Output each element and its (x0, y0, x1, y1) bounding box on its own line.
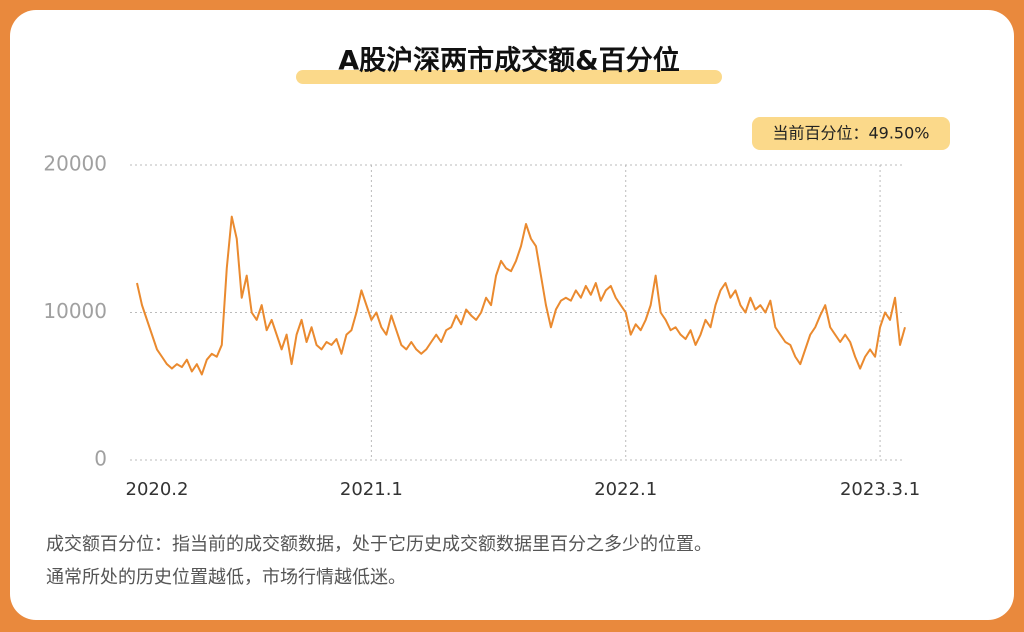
card (10, 10, 1014, 620)
footnote: 通常所处的历史位置越低，市场行情越低迷。 (46, 567, 406, 588)
annotation-badge (752, 117, 950, 150)
chart-title: A股沪深两市成交额&百分位 (338, 45, 679, 77)
y-tick-label: 20000 (43, 152, 107, 176)
series-line (136, 215, 906, 376)
footnote: 成交额百分位：指当前的成交额数据，处于它历史成交额数据里百分之多少的位置。 (46, 534, 712, 555)
x-tick-label: 2020.2 (126, 479, 189, 500)
x-tick-label: 2023.3.1 (840, 479, 920, 500)
y-tick-label: 0 (94, 447, 107, 471)
title-highlight (296, 70, 722, 84)
x-tick-label: 2021.1 (340, 479, 403, 500)
x-tick-label: 2022.1 (594, 479, 657, 500)
annotation: 当前百分位：49.50% (772, 124, 929, 143)
y-tick-label: 10000 (43, 299, 107, 323)
